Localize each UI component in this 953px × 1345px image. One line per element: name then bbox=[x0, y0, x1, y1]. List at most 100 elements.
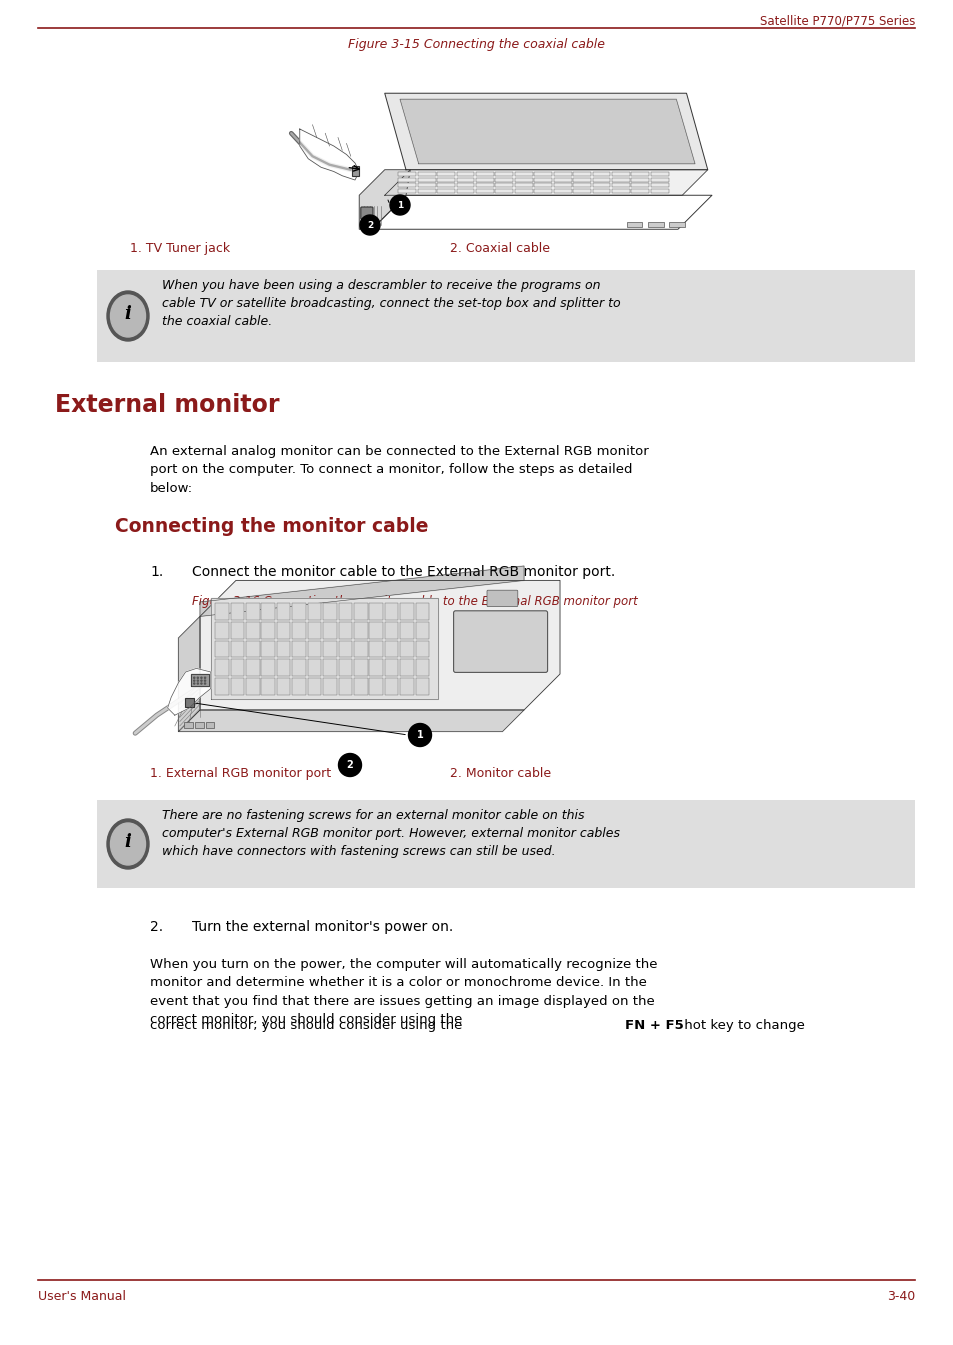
FancyBboxPatch shape bbox=[276, 603, 290, 620]
Text: 2. Monitor cable: 2. Monitor cable bbox=[450, 767, 551, 780]
FancyBboxPatch shape bbox=[398, 178, 416, 182]
FancyBboxPatch shape bbox=[214, 678, 229, 695]
FancyBboxPatch shape bbox=[573, 183, 590, 187]
Circle shape bbox=[390, 195, 410, 215]
FancyBboxPatch shape bbox=[352, 165, 359, 176]
FancyBboxPatch shape bbox=[292, 659, 306, 677]
FancyBboxPatch shape bbox=[398, 172, 416, 176]
FancyBboxPatch shape bbox=[323, 678, 336, 695]
Circle shape bbox=[359, 215, 379, 235]
Text: i: i bbox=[125, 305, 132, 323]
Text: There are no fastening screws for an external monitor cable on this
computer's E: There are no fastening screws for an ext… bbox=[162, 808, 619, 858]
FancyBboxPatch shape bbox=[354, 603, 367, 620]
FancyBboxPatch shape bbox=[436, 188, 455, 192]
FancyBboxPatch shape bbox=[354, 659, 367, 677]
FancyBboxPatch shape bbox=[650, 188, 668, 192]
Polygon shape bbox=[178, 616, 200, 732]
FancyBboxPatch shape bbox=[453, 611, 547, 672]
FancyBboxPatch shape bbox=[292, 621, 306, 639]
Text: 2.: 2. bbox=[150, 920, 163, 933]
FancyBboxPatch shape bbox=[436, 172, 455, 176]
FancyBboxPatch shape bbox=[214, 640, 229, 658]
Text: 1: 1 bbox=[396, 200, 403, 210]
FancyBboxPatch shape bbox=[384, 678, 398, 695]
FancyBboxPatch shape bbox=[246, 603, 259, 620]
Polygon shape bbox=[384, 169, 707, 195]
FancyBboxPatch shape bbox=[416, 659, 429, 677]
FancyBboxPatch shape bbox=[515, 183, 532, 187]
Text: 1: 1 bbox=[416, 730, 423, 740]
FancyBboxPatch shape bbox=[417, 188, 436, 192]
FancyBboxPatch shape bbox=[246, 678, 259, 695]
FancyBboxPatch shape bbox=[292, 603, 306, 620]
Polygon shape bbox=[168, 668, 211, 716]
Text: Connecting the monitor cable: Connecting the monitor cable bbox=[115, 516, 428, 537]
FancyBboxPatch shape bbox=[650, 172, 668, 176]
Text: Satellite P770/P775 Series: Satellite P770/P775 Series bbox=[759, 15, 914, 28]
FancyBboxPatch shape bbox=[323, 603, 336, 620]
FancyBboxPatch shape bbox=[534, 178, 552, 182]
Text: 1. TV Tuner jack: 1. TV Tuner jack bbox=[130, 242, 230, 256]
Text: 3-40: 3-40 bbox=[886, 1290, 914, 1303]
Ellipse shape bbox=[107, 291, 149, 342]
FancyBboxPatch shape bbox=[369, 603, 383, 620]
FancyBboxPatch shape bbox=[261, 603, 274, 620]
FancyBboxPatch shape bbox=[308, 640, 321, 658]
Polygon shape bbox=[200, 581, 559, 710]
FancyBboxPatch shape bbox=[436, 183, 455, 187]
FancyBboxPatch shape bbox=[553, 172, 571, 176]
FancyBboxPatch shape bbox=[631, 178, 649, 182]
FancyBboxPatch shape bbox=[650, 178, 668, 182]
FancyBboxPatch shape bbox=[416, 621, 429, 639]
FancyBboxPatch shape bbox=[436, 178, 455, 182]
FancyBboxPatch shape bbox=[417, 172, 436, 176]
FancyBboxPatch shape bbox=[416, 640, 429, 658]
Text: 2: 2 bbox=[367, 221, 373, 230]
FancyBboxPatch shape bbox=[476, 178, 494, 182]
FancyBboxPatch shape bbox=[360, 207, 373, 219]
FancyBboxPatch shape bbox=[417, 183, 436, 187]
FancyBboxPatch shape bbox=[261, 659, 274, 677]
FancyBboxPatch shape bbox=[354, 621, 367, 639]
FancyBboxPatch shape bbox=[369, 621, 383, 639]
FancyBboxPatch shape bbox=[400, 603, 414, 620]
FancyBboxPatch shape bbox=[534, 188, 552, 192]
FancyBboxPatch shape bbox=[417, 178, 436, 182]
FancyBboxPatch shape bbox=[400, 640, 414, 658]
Polygon shape bbox=[359, 169, 410, 229]
FancyBboxPatch shape bbox=[231, 640, 244, 658]
Text: FN + F5: FN + F5 bbox=[624, 1020, 683, 1033]
FancyBboxPatch shape bbox=[648, 222, 663, 227]
FancyBboxPatch shape bbox=[592, 188, 610, 192]
Text: When you have been using a descrambler to receive the programs on
cable TV or sa: When you have been using a descrambler t… bbox=[162, 278, 620, 328]
Text: hot key to change: hot key to change bbox=[679, 1020, 804, 1033]
Polygon shape bbox=[399, 100, 695, 164]
FancyBboxPatch shape bbox=[416, 603, 429, 620]
FancyBboxPatch shape bbox=[369, 640, 383, 658]
FancyBboxPatch shape bbox=[495, 183, 513, 187]
FancyBboxPatch shape bbox=[573, 178, 590, 182]
FancyBboxPatch shape bbox=[308, 603, 321, 620]
Text: Figure 3-16 Connecting the monitor cable to the External RGB monitor port: Figure 3-16 Connecting the monitor cable… bbox=[192, 594, 638, 608]
FancyBboxPatch shape bbox=[231, 659, 244, 677]
FancyBboxPatch shape bbox=[308, 659, 321, 677]
FancyBboxPatch shape bbox=[476, 188, 494, 192]
FancyBboxPatch shape bbox=[261, 621, 274, 639]
Text: 1. External RGB monitor port: 1. External RGB monitor port bbox=[150, 767, 331, 780]
Polygon shape bbox=[178, 710, 523, 732]
FancyBboxPatch shape bbox=[354, 640, 367, 658]
FancyBboxPatch shape bbox=[631, 183, 649, 187]
FancyBboxPatch shape bbox=[384, 640, 398, 658]
FancyBboxPatch shape bbox=[456, 178, 474, 182]
FancyBboxPatch shape bbox=[612, 172, 629, 176]
FancyBboxPatch shape bbox=[261, 640, 274, 658]
FancyBboxPatch shape bbox=[416, 678, 429, 695]
Text: 2. Coaxial cable: 2. Coaxial cable bbox=[450, 242, 550, 256]
FancyBboxPatch shape bbox=[495, 188, 513, 192]
FancyBboxPatch shape bbox=[456, 172, 474, 176]
FancyBboxPatch shape bbox=[323, 640, 336, 658]
FancyBboxPatch shape bbox=[276, 640, 290, 658]
Ellipse shape bbox=[107, 819, 149, 869]
FancyBboxPatch shape bbox=[515, 188, 532, 192]
Text: An external analog monitor can be connected to the External RGB monitor
port on : An external analog monitor can be connec… bbox=[150, 445, 648, 495]
